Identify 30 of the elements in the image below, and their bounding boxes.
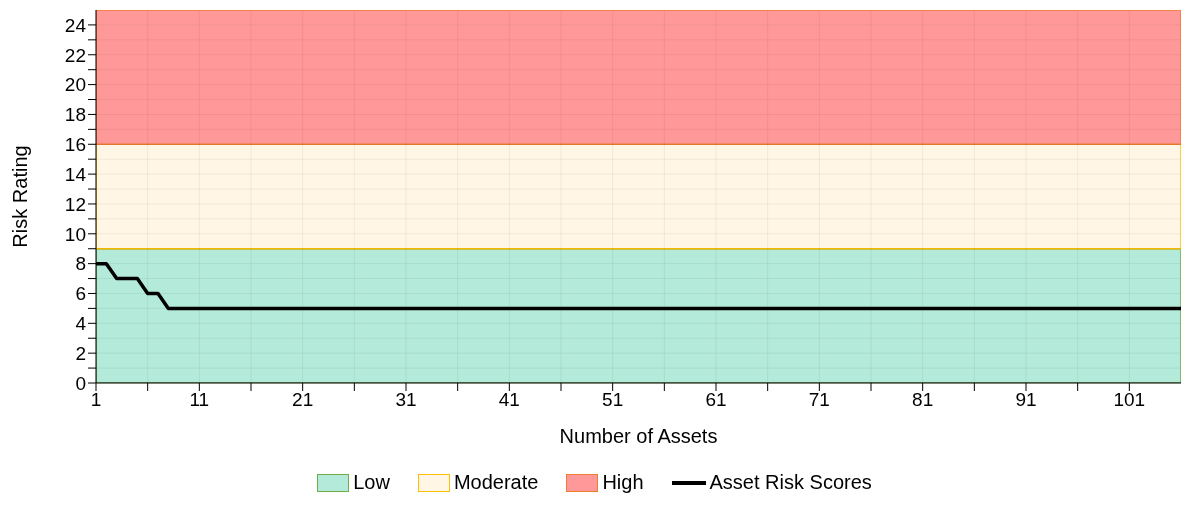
x-axis-title: Number of Assets xyxy=(559,425,718,447)
x-tick-label: 11 xyxy=(189,389,210,411)
y-tick-label: 4 xyxy=(75,313,87,335)
y-tick-label: 8 xyxy=(75,253,86,275)
x-tick-label: 31 xyxy=(395,389,417,411)
y-tick-label: 20 xyxy=(64,74,86,96)
y-axis-title: Risk Rating xyxy=(9,145,32,248)
y-tick-label: 0 xyxy=(75,372,86,394)
y-tick-label: 18 xyxy=(64,104,86,126)
x-tick-label: 61 xyxy=(705,389,727,411)
y-tick-label: 6 xyxy=(75,283,86,305)
legend-label: Low xyxy=(353,471,390,494)
y-tick-label: 10 xyxy=(64,223,86,245)
x-tick-label: 41 xyxy=(498,389,520,411)
x-tick-label: 1 xyxy=(90,389,102,411)
y-tick-label: 22 xyxy=(64,44,86,66)
x-tick-label: 21 xyxy=(292,389,314,411)
x-tick-label: 81 xyxy=(912,389,934,411)
x-tick-label: 101 xyxy=(1113,389,1146,411)
x-tick-label: 91 xyxy=(1015,389,1037,411)
y-tick-label: 14 xyxy=(64,163,87,185)
y-tick-label: 24 xyxy=(64,14,87,36)
x-tick-label: 51 xyxy=(602,389,624,411)
legend-label: Moderate xyxy=(453,471,539,494)
legend-label: Asset Risk Scores xyxy=(709,471,872,494)
legend-label: High xyxy=(602,471,644,494)
x-tick-label: 71 xyxy=(808,389,830,411)
y-tick-label: 12 xyxy=(64,193,86,215)
y-tick-label: 2 xyxy=(75,342,86,364)
y-tick-label: 16 xyxy=(64,134,86,156)
